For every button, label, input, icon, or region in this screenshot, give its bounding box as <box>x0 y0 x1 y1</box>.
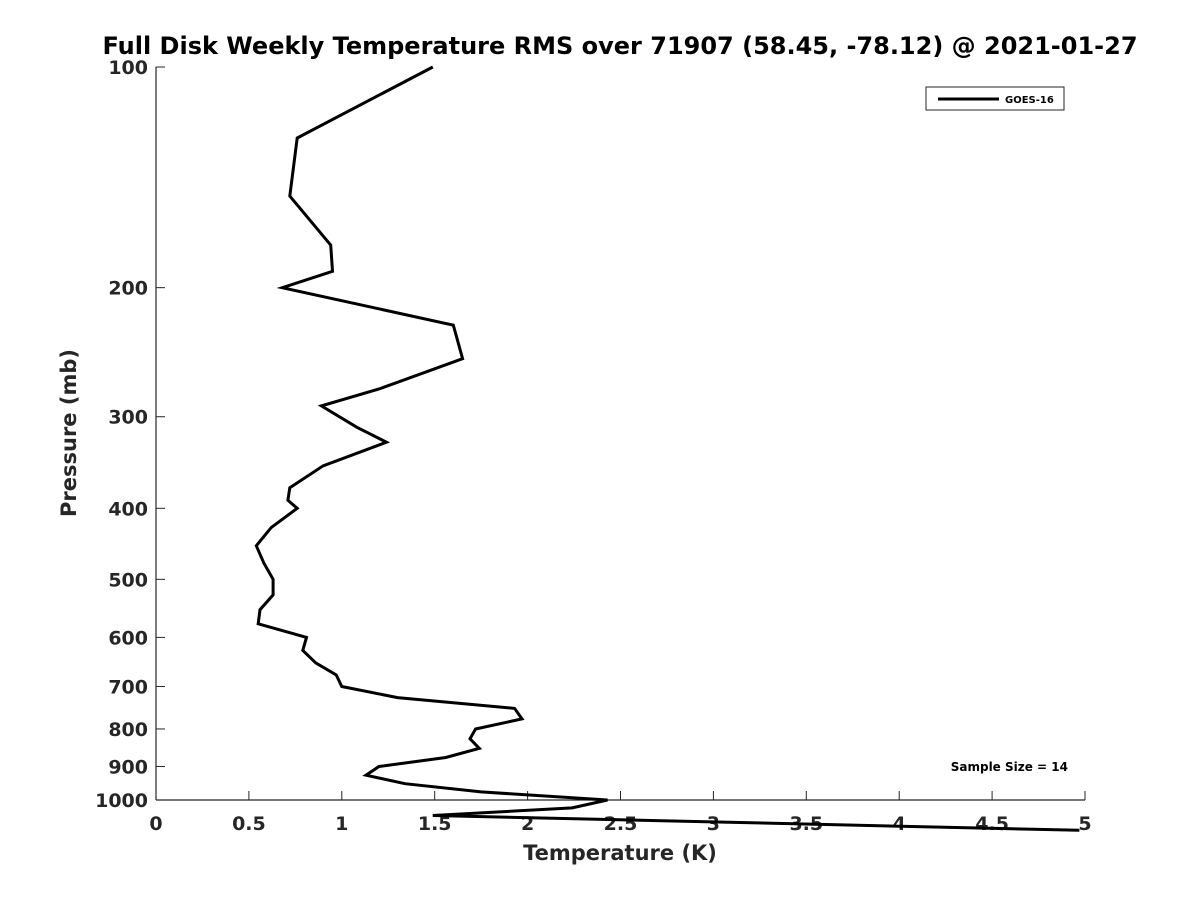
legend: GOES-16 <box>925 86 1065 111</box>
y-tick-label: 100 <box>108 57 148 79</box>
y-tick-label: 400 <box>108 498 148 520</box>
sample-size-annotation: Sample Size = 14 <box>951 760 1068 774</box>
x-axis-label: Temperature (K) <box>523 841 717 865</box>
y-tick-label: 1000 <box>95 790 148 812</box>
x-tick-label: 2.5 <box>604 813 638 835</box>
y-tick-label: 900 <box>108 756 148 778</box>
y-tick-label: 500 <box>108 569 148 591</box>
y-tick-label: 600 <box>108 627 148 649</box>
y-axis-ticks: 100 200 300 400 500 600 700 800 900 1000 <box>95 57 165 812</box>
y-tick-label: 800 <box>108 719 148 741</box>
chart-title: Full Disk Weekly Temperature RMS over 71… <box>102 32 1137 60</box>
series-line-goes-16 <box>254 65 1080 832</box>
x-tick-label: 1 <box>335 813 348 835</box>
x-tick-label: 5 <box>1078 813 1091 835</box>
x-tick-label: 3 <box>707 813 720 835</box>
y-tick-label: 200 <box>108 278 148 300</box>
y-tick-label: 700 <box>108 676 148 698</box>
x-tick-label: 0 <box>149 813 162 835</box>
x-tick-label: 4 <box>893 813 906 835</box>
x-tick-label: 0.5 <box>232 813 266 835</box>
x-tick-label: 4.5 <box>975 813 1009 835</box>
legend-label-goes-16: GOES-16 <box>1005 95 1054 106</box>
y-tick-label: 300 <box>108 407 148 429</box>
x-tick-label: 1.5 <box>418 813 452 835</box>
y-axis-label: Pressure (mb) <box>57 349 81 517</box>
